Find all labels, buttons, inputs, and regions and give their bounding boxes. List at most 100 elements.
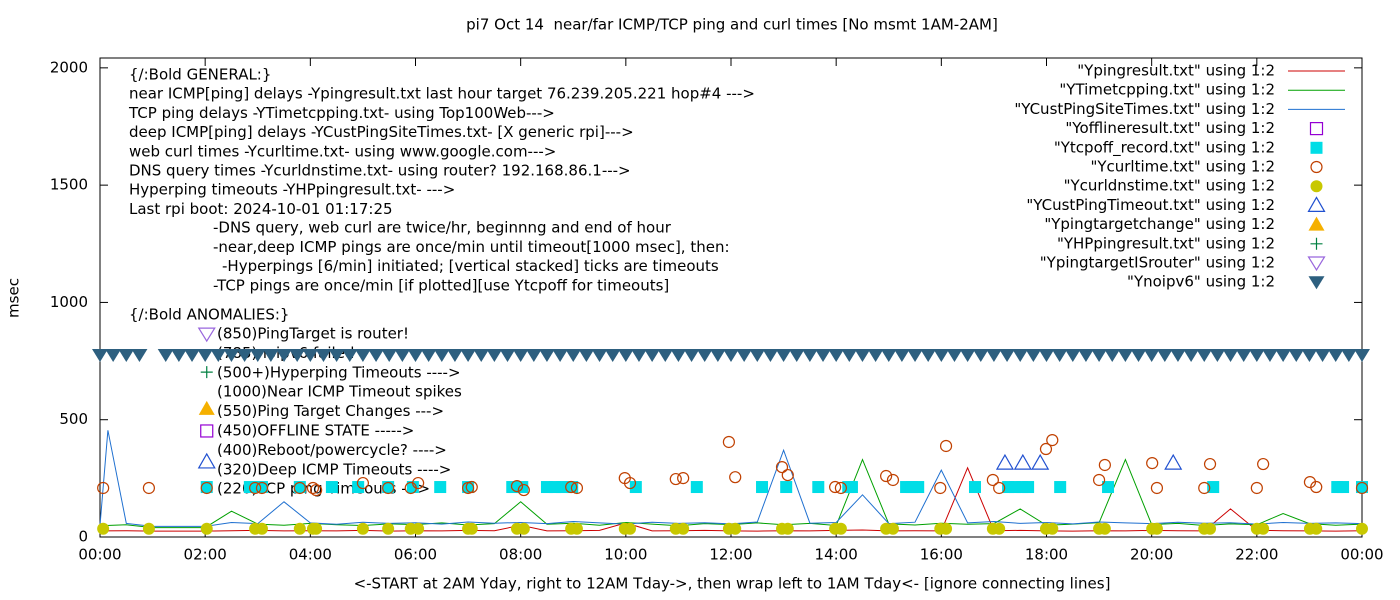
marker-circle: [993, 481, 1006, 495]
marker-triangle-down: [197, 348, 214, 362]
annotation: {/:Bold GENERAL:}: [129, 66, 271, 84]
y-tick-label: 1500: [50, 176, 88, 194]
marker-circle: [510, 479, 524, 493]
marker-triangle: [1308, 216, 1325, 231]
marker-triangle-down: [420, 348, 437, 362]
marker-triangle-down: [1143, 348, 1160, 362]
marker-triangle-down: [1222, 348, 1239, 362]
marker-triangle-down: [972, 348, 989, 362]
marker-plus: [1310, 237, 1323, 250]
marker-triangle-down: [1130, 348, 1147, 362]
marker-triangle-down: [1235, 348, 1252, 362]
legend-label: "Ynoipv6" using 1:2: [1127, 273, 1275, 291]
y-tick-label: 500: [59, 410, 88, 428]
marker-triangle-down: [683, 348, 700, 362]
marker-square: [325, 481, 338, 494]
marker-square: [1310, 141, 1323, 154]
marker-circle: [1310, 522, 1323, 535]
marker-triangle-down: [933, 348, 950, 362]
marker-triangle-down: [407, 348, 424, 362]
marker-triangle-down: [512, 348, 529, 362]
marker-triangle-down: [1340, 348, 1357, 362]
marker-triangle-down: [867, 348, 884, 362]
annotation: web curl times -Ycurltime.txt- using www…: [129, 142, 556, 160]
marker-triangle-down: [1209, 348, 1226, 362]
marker-circle: [465, 480, 478, 494]
annotation: -Hyperpings [6/min] initiated; [vertical…: [222, 257, 719, 275]
x-tick-label: 00:00: [1340, 546, 1383, 564]
x-tick-label: 02:00: [184, 546, 227, 564]
marker-circle: [1098, 458, 1111, 472]
marker-triangle-down: [893, 348, 910, 362]
marker-triangle-down: [262, 348, 279, 362]
marker-circle: [356, 476, 370, 490]
marker-circle: [382, 522, 395, 535]
annotation: -DNS query, web curl are twice/hr, begin…: [213, 219, 672, 237]
marker-triangle-down: [749, 348, 766, 362]
annotation: (450)OFFLINE STATE ----->: [217, 422, 414, 440]
marker-circle: [1310, 480, 1323, 494]
marker-triangle-down: [381, 348, 398, 362]
marker-triangle-down: [762, 348, 779, 362]
annotation: deep ICMP[ping] delays -YCustPingSiteTim…: [129, 123, 634, 141]
marker-circle: [1250, 481, 1263, 495]
marker-circle: [412, 476, 425, 490]
chart-title: pi7 Oct 14 near/far ICMP/TCP ping and cu…: [466, 16, 998, 34]
marker-circle: [729, 471, 742, 484]
marker-square: [690, 481, 703, 494]
marker-triangle-down: [394, 348, 411, 362]
marker-triangle-down: [775, 348, 792, 362]
annotation: Hyperping timeouts -YHPpingresult.txt- -…: [129, 181, 455, 199]
marker-circle: [939, 439, 953, 453]
marker-triangle-down: [696, 348, 713, 362]
marker-triangle-down: [670, 348, 687, 362]
x-tick-label: 18:00: [1025, 546, 1068, 564]
annotation: -TCP pings are once/min [if plotted][use…: [213, 276, 669, 294]
legend-label: "YHPpingresult.txt" using 1:2: [1057, 234, 1275, 252]
marker-triangle: [1031, 453, 1050, 470]
x-tick-label: 14:00: [815, 546, 858, 564]
marker-circle: [781, 468, 794, 482]
marker-triangle-down: [525, 348, 542, 362]
x-axis-label: <-START at 2AM Yday, right to 12AM Tday-…: [354, 575, 1111, 593]
annotation: (400)Reboot/powercycle? ---->: [217, 441, 447, 459]
marker-circle: [677, 472, 690, 485]
marker-triangle-down: [302, 348, 319, 362]
marker-triangle-down: [1051, 348, 1068, 362]
marker-triangle-down: [368, 348, 385, 362]
marker-triangle-down: [1012, 348, 1029, 362]
marker-plus: [200, 366, 213, 379]
marker-triangle-down: [644, 348, 661, 362]
marker-triangle-down: [1064, 348, 1081, 362]
marker-circle: [886, 473, 900, 487]
marker-triangle-down: [709, 348, 726, 362]
marker-triangle-down: [223, 348, 240, 362]
marker-triangle-down: [946, 348, 963, 362]
marker-triangle: [197, 452, 216, 469]
marker-circle: [781, 522, 794, 535]
annotation: (850)PingTarget is router!: [217, 325, 409, 343]
x-tick-label: 22:00: [1235, 546, 1278, 564]
marker-circle: [517, 522, 530, 535]
marker-triangle-down: [341, 348, 358, 362]
marker-triangle-down: [1038, 348, 1055, 362]
marker-circle: [1092, 473, 1106, 487]
marker-triangle-down: [959, 348, 976, 362]
marker-triangle-down: [354, 348, 371, 362]
marker-triangle: [198, 400, 215, 415]
y-tick-label: 1000: [50, 293, 88, 311]
marker-triangle-down: [1327, 348, 1344, 362]
data-line: [99, 430, 1363, 527]
marker-triangle-down: [486, 348, 503, 362]
marker-circle: [1046, 434, 1059, 447]
x-tick-label: 00:00: [78, 546, 121, 564]
marker-triangle-down: [985, 348, 1002, 362]
marker-circle: [624, 522, 637, 535]
marker-triangle-down: [617, 348, 634, 362]
marker-circle: [570, 522, 583, 535]
marker-triangle-down: [197, 327, 216, 343]
y-tick-label: 2000: [50, 58, 88, 76]
marker-circle: [829, 480, 842, 494]
marker-triangle-down: [1261, 348, 1278, 362]
marker-circle: [570, 481, 584, 495]
